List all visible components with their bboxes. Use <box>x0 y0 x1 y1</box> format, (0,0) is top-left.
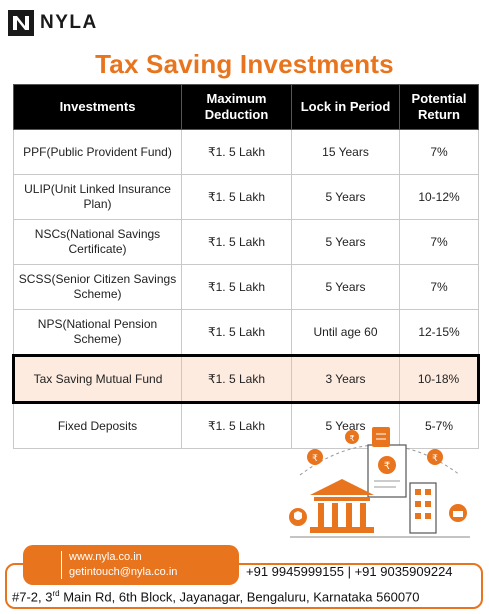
cell-return: 10-18% <box>399 354 480 404</box>
footer-contact-outline <box>5 563 483 609</box>
address: #7-2, 3rd Main Rd, 6th Block, Jayanagar,… <box>12 589 420 604</box>
page-title: Tax Saving Investments <box>95 49 394 79</box>
cell-return: 7% <box>399 264 479 310</box>
bank-coin-icon <box>449 504 467 522</box>
svg-text:₹: ₹ <box>384 461 390 472</box>
cell-deduction: ₹1. 5 Lakh <box>181 174 292 220</box>
header-deduction: Maximum Deduction <box>181 84 292 130</box>
cell-investment: NPS(National Pension Scheme) <box>13 309 182 356</box>
cell-return: 12-15% <box>399 309 479 356</box>
cell-lock: 3 Years <box>291 354 400 404</box>
cell-return: 5-7% <box>399 402 479 449</box>
table-row-highlighted: Tax Saving Mutual Fund ₹1. 5 Lakh 3 Year… <box>12 354 480 404</box>
table-row: SCSS(Senior Citizen Savings Scheme) ₹1. … <box>13 264 479 310</box>
header-investments: Investments <box>13 84 182 130</box>
svg-text:₹: ₹ <box>349 434 354 443</box>
cell-investment: Tax Saving Mutual Fund <box>12 354 182 404</box>
nyla-logo-icon <box>8 10 34 36</box>
footer-divider <box>61 551 62 579</box>
cell-deduction: ₹1. 5 Lakh <box>181 219 292 265</box>
bank-icon <box>310 479 374 533</box>
address-prefix: #7-2, 3 <box>12 589 53 605</box>
address-rest: Main Rd, 6th Block, Jayanagar, Bengaluru… <box>59 589 420 605</box>
shield-coin-icon <box>289 508 307 526</box>
cell-lock: 5 Years <box>291 264 400 310</box>
clipboard-icon <box>372 427 390 447</box>
cell-investment: ULIP(Unit Linked Insurance Plan) <box>13 174 182 220</box>
rupee-coin-icon: ₹ <box>427 449 443 465</box>
investments-table: Investments Maximum Deduction Lock in Pe… <box>12 84 480 449</box>
cell-investment: NSCs(National Savings Certificate) <box>13 219 182 265</box>
email-link[interactable]: getintouch@nyla.co.in <box>69 566 178 578</box>
svg-text:₹: ₹ <box>312 454 318 464</box>
rupee-coin-icon: ₹ <box>307 449 323 465</box>
svg-text:₹: ₹ <box>432 454 438 464</box>
address-sup: rd <box>52 589 60 598</box>
brand-logo: NYLA <box>8 10 98 36</box>
header-lock-period: Lock in Period <box>291 84 400 130</box>
table-row: ULIP(Unit Linked Insurance Plan) ₹1. 5 L… <box>13 174 479 220</box>
table-row: NSCs(National Savings Certificate) ₹1. 5… <box>13 219 479 265</box>
cell-lock: 5 Years <box>291 174 400 220</box>
cell-deduction: ₹1. 5 Lakh <box>181 264 292 310</box>
footer-web-box: www.nyla.co.in getintouch@nyla.co.in <box>23 545 239 585</box>
table-header-row: Investments Maximum Deduction Lock in Pe… <box>13 84 479 130</box>
document-icon: ₹ <box>367 444 407 498</box>
table-row: Fixed Deposits ₹1. 5 Lakh 5 Years 5-7% <box>13 402 479 449</box>
cell-lock: 5 Years <box>291 219 400 265</box>
phone-numbers[interactable]: +91 9945999155 | +91 9035909224 <box>246 564 453 579</box>
cell-investment: PPF(Public Provident Fund) <box>13 129 182 175</box>
cell-deduction: ₹1. 5 Lakh <box>181 129 292 175</box>
cell-return: 7% <box>399 129 479 175</box>
cell-investment: SCSS(Senior Citizen Savings Scheme) <box>13 264 182 310</box>
investment-illustration: ₹ ₹ ₹ ₹ <box>280 425 480 545</box>
cell-return: 10-12% <box>399 174 479 220</box>
cell-lock: 15 Years <box>291 129 400 175</box>
cell-deduction: ₹1. 5 Lakh <box>181 309 292 356</box>
brand-name: NYLA <box>40 12 98 33</box>
website-link[interactable]: www.nyla.co.in <box>69 551 142 563</box>
cell-investment: Fixed Deposits <box>13 402 182 449</box>
table-row: NPS(National Pension Scheme) ₹1. 5 Lakh … <box>13 309 479 356</box>
cell-deduction: ₹1. 5 Lakh <box>181 402 292 449</box>
building-icon <box>409 482 437 534</box>
header-return: Potential Return <box>399 84 479 130</box>
cell-return: 7% <box>399 219 479 265</box>
rupee-coin-icon: ₹ <box>345 430 359 444</box>
cell-lock: Until age 60 <box>291 309 400 356</box>
cell-deduction: ₹1. 5 Lakh <box>181 354 292 404</box>
table-row: PPF(Public Provident Fund) ₹1. 5 Lakh 15… <box>13 129 479 175</box>
